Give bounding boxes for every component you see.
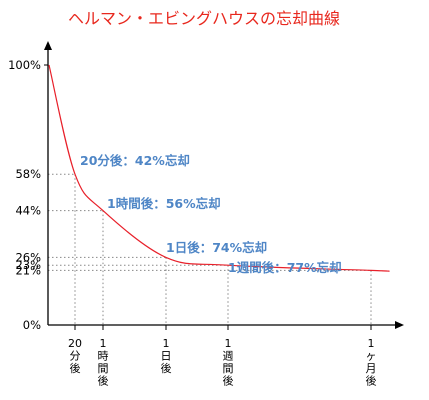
chart-title: ヘルマン・エビングハウスの忘却曲線 [68,9,340,28]
x-tick-labels: 20 分後 1 時間後 1 日後 1 週間後 1 ヶ月後 [68,337,377,388]
x-tick-label: 20 分後 [68,337,82,375]
annotation-label: 20分後：42%忘却 [80,153,190,168]
y-tick-label: 26% [15,250,41,264]
x-tick-label: 1 ヶ月後 [366,337,377,388]
annotation-label: 1時間後：56%忘却 [107,196,221,211]
y-tick-label: 23% [15,258,41,272]
annotations: 20分後：42%忘却 1時間後：56%忘却 1日後：74%忘却 1週間後：77%忘却 [80,153,342,275]
forgetting-curve-line [48,64,390,272]
y-axis-arrow [44,41,52,50]
y-tick-label: 58% [15,167,41,181]
grid-lines [48,173,372,325]
x-tick-label: 1 日後 [161,337,172,375]
axes [44,41,404,330]
y-tick-label: 44% [15,204,41,218]
x-tick-label: 1 時間後 [98,337,109,388]
y-tick-labels: 100% 58% 44% 26%23%21% 0% [8,58,41,332]
x-tick-label: 1 週間後 [223,337,234,388]
y-tick-label: 100% [8,58,41,72]
y-tick-label: 21% [15,263,41,277]
x-axis-arrow [395,321,404,329]
annotation-label: 1週間後：77%忘却 [228,260,342,275]
y-tick-label: 0% [23,318,41,332]
curve-layer [48,64,390,272]
annotation-label: 1日後：74%忘却 [166,240,267,255]
